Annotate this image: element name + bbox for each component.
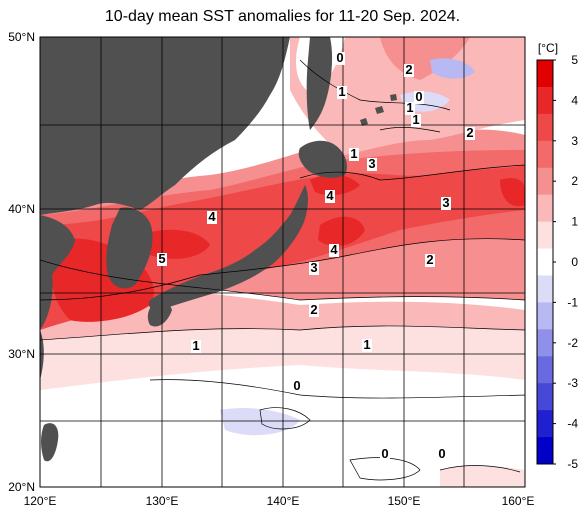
contour-label-bg [362, 339, 372, 352]
contour-label: 2 [466, 125, 473, 140]
colorbar-swatch [537, 356, 553, 384]
colorbar-swatch [537, 248, 553, 276]
contour-label: 3 [368, 156, 375, 171]
contour-label: 0 [381, 446, 388, 461]
map-title: 10-day mean SST anomalies for 11-20 Sep.… [104, 8, 461, 25]
lat-label-30: 30°N [8, 347, 35, 361]
contour-label-bg [411, 114, 421, 127]
contour-label: 4 [330, 242, 338, 257]
contour-label: 4 [208, 209, 216, 224]
contour-label: 0 [415, 89, 422, 104]
lat-lon-grid [40, 37, 525, 487]
contour-label-bg [207, 211, 217, 224]
lon-label-140: 140°E [267, 494, 300, 508]
contour-label-bg [309, 262, 319, 275]
contour-label-bg [441, 197, 451, 210]
contour-label: 0 [438, 446, 445, 461]
colorbar-swatch [537, 140, 553, 169]
contour-label: 1 [406, 100, 413, 115]
colorbar-tick-label: 4 [571, 93, 578, 107]
contour-label-bg [404, 64, 414, 77]
lon-label-130: 130°E [146, 494, 179, 508]
colorbar-tick-label: 1 [571, 215, 578, 229]
contour-label-bg [329, 244, 339, 257]
contour-label: 5 [158, 251, 165, 266]
colorbar-swatch [537, 167, 553, 196]
colorbar-swatch [537, 86, 553, 115]
colorbar-swatch [537, 60, 553, 88]
lat-label-40: 40°N [8, 202, 35, 216]
contour-label: 3 [310, 260, 317, 275]
contour-label-bg [425, 254, 435, 267]
colorbar-swatch [537, 221, 553, 250]
contour-label-bg [157, 253, 167, 266]
lon-label-120: 120°E [24, 494, 57, 508]
contour-label-bg [380, 448, 390, 461]
colorbar-swatch [537, 275, 553, 303]
colorbar-swatch [537, 113, 553, 142]
colorbar-swatch [537, 383, 553, 411]
colorbar-tick-label: 5 [571, 53, 578, 67]
contour-label-bg [465, 127, 475, 140]
contour-label-bg [349, 148, 359, 161]
colorbar-tick-label: 3 [571, 134, 578, 148]
contour-label-bg [437, 448, 447, 461]
contour-label-bg [335, 52, 345, 65]
contour-label-bg [405, 102, 415, 115]
colorbar-tick-label: -3 [567, 376, 578, 390]
contour-label: 1 [412, 112, 419, 127]
contour-label-bg [292, 380, 302, 393]
colorbar-swatch [537, 410, 553, 438]
contour-label: 2 [405, 62, 412, 77]
colorbar-swatch [537, 437, 553, 465]
contour-label: 4 [326, 188, 334, 203]
contour-label: 1 [363, 337, 370, 352]
contour-label: 0 [293, 378, 300, 393]
colorbar-swatch [537, 302, 553, 330]
colorbar-tick-label: 2 [571, 174, 578, 188]
contour-label: 1 [350, 146, 357, 161]
colorbar-unit-label: [°C] [538, 41, 558, 55]
contour-label: 1 [338, 84, 345, 99]
contour-label: 3 [442, 195, 449, 210]
colorbar-tick-label: -5 [567, 457, 578, 471]
map-frame [39, 36, 526, 488]
lon-label-160: 160°E [502, 494, 535, 508]
colorbar-tick-label: -4 [567, 417, 578, 431]
colorbar: 5 4 3 2 1 0 -1 -2 -3 -4 -5 [536, 53, 578, 471]
contour-label: 2 [426, 252, 433, 267]
contour-label-bg [325, 190, 335, 203]
land-mass [40, 37, 397, 462]
colorbar-tick-label: -1 [567, 295, 578, 309]
colorbar-tick-label: 0 [571, 255, 578, 269]
contour-label-bg [191, 340, 201, 353]
colorbar-tick-label: -2 [567, 336, 578, 350]
colorbar-swatch [537, 194, 553, 223]
contour-label: 2 [310, 302, 317, 317]
contour-label: 1 [192, 338, 199, 353]
contour-label-bg [367, 158, 377, 171]
lat-label-50: 50°N [8, 30, 35, 44]
lon-label-150: 150°E [388, 494, 421, 508]
contour-label: 0 [336, 50, 343, 65]
contour-label-bg [337, 86, 347, 99]
contour-label-bg [309, 304, 319, 317]
lat-label-20: 20°N [8, 480, 35, 494]
colorbar-swatch [537, 329, 553, 357]
contour-label-bg [414, 91, 424, 104]
